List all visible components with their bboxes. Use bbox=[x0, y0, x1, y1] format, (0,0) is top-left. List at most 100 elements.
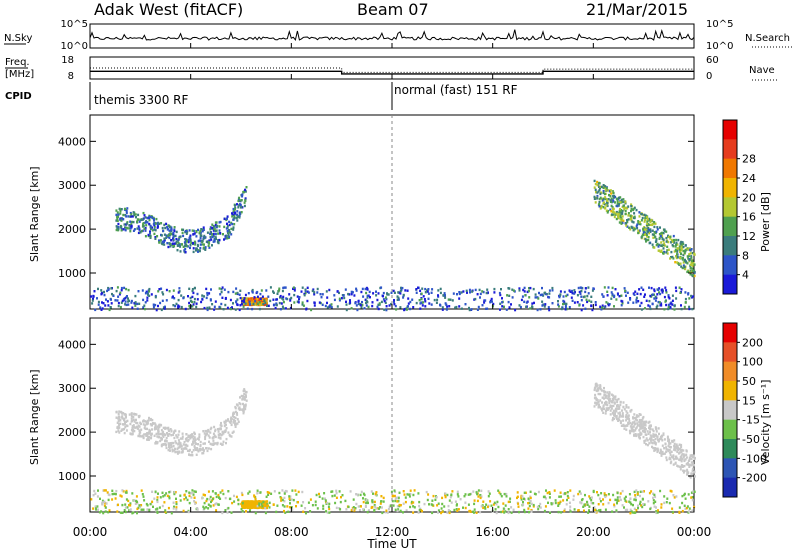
echo-cell bbox=[624, 212, 627, 216]
echo-cell bbox=[187, 510, 190, 514]
echo-cell bbox=[652, 236, 655, 239]
echo-cell bbox=[142, 495, 145, 498]
echo-cell bbox=[598, 509, 600, 512]
echo-cell bbox=[278, 301, 281, 305]
echo-cell bbox=[672, 458, 675, 461]
echo-cell bbox=[241, 510, 244, 513]
echo-cell bbox=[266, 504, 269, 507]
echo-cell bbox=[630, 503, 633, 506]
echo-cell bbox=[256, 297, 259, 301]
echo-cell bbox=[247, 292, 250, 295]
echo-cell bbox=[228, 220, 231, 224]
echo-cell bbox=[329, 304, 332, 307]
echo-cell bbox=[652, 492, 655, 495]
echo-cell bbox=[350, 307, 353, 310]
echo-cell bbox=[129, 508, 132, 511]
echo-cell bbox=[630, 217, 633, 221]
echo-cell bbox=[690, 294, 693, 298]
echo-cell bbox=[506, 294, 509, 297]
echo-cell bbox=[626, 415, 629, 418]
echo-cell bbox=[500, 510, 503, 514]
echo-cell bbox=[648, 217, 651, 221]
echo-cell bbox=[394, 499, 397, 503]
echo-cell bbox=[441, 502, 444, 506]
echo-cell bbox=[652, 439, 655, 442]
echo-cell bbox=[221, 430, 224, 434]
echo-cell bbox=[134, 304, 137, 307]
echo-cell bbox=[610, 291, 613, 294]
echo-cell bbox=[678, 510, 681, 514]
echo-cell bbox=[357, 505, 360, 508]
echo-cell bbox=[643, 490, 645, 493]
echo-cell bbox=[279, 294, 282, 298]
echo-cell bbox=[131, 220, 133, 224]
echo-cell bbox=[124, 426, 127, 429]
echo-cell bbox=[639, 427, 642, 430]
echo-cell bbox=[608, 395, 611, 398]
echo-cell bbox=[125, 424, 128, 427]
echo-cell bbox=[136, 511, 138, 515]
echo-cell bbox=[669, 257, 672, 260]
echo-cell bbox=[407, 297, 410, 300]
echo-cell bbox=[646, 430, 649, 433]
echo-cell bbox=[241, 206, 244, 209]
echo-cell bbox=[466, 291, 468, 294]
echo-cell bbox=[120, 301, 123, 304]
echo-cell bbox=[250, 506, 253, 509]
echo-cell bbox=[188, 287, 191, 290]
echo-cell bbox=[167, 434, 170, 437]
echo-cell bbox=[590, 300, 593, 303]
echo-cell bbox=[659, 448, 662, 451]
echo-cell bbox=[244, 302, 247, 305]
echo-cell bbox=[669, 307, 672, 310]
echo-cell bbox=[625, 406, 628, 409]
echo-cell bbox=[682, 264, 685, 267]
echo-cell bbox=[380, 286, 383, 289]
echo-cell bbox=[476, 308, 479, 311]
echo-cell bbox=[205, 447, 207, 450]
echo-cell bbox=[129, 432, 132, 435]
echo-cell bbox=[237, 502, 240, 506]
echo-cell bbox=[651, 428, 654, 431]
echo-cell bbox=[119, 218, 122, 221]
echo-cell bbox=[134, 213, 137, 216]
echo-cell bbox=[127, 215, 130, 218]
echo-cell bbox=[584, 287, 587, 290]
echo-cell bbox=[659, 435, 662, 439]
echo-cell bbox=[620, 294, 623, 297]
echo-cell bbox=[473, 502, 476, 506]
echo-cell bbox=[244, 188, 246, 192]
echo-cell bbox=[97, 303, 100, 306]
echo-cell bbox=[154, 423, 157, 426]
echo-cell bbox=[97, 300, 100, 304]
echo-cell bbox=[670, 250, 673, 254]
echo-cell bbox=[199, 447, 202, 451]
echo-cell bbox=[165, 440, 168, 443]
echo-cell bbox=[507, 500, 510, 504]
echo-cell bbox=[307, 501, 310, 504]
echo-cell bbox=[159, 239, 162, 242]
echo-cell bbox=[174, 440, 177, 443]
echo-cell bbox=[624, 209, 627, 213]
echo-cell bbox=[188, 301, 191, 305]
echo-cell bbox=[412, 493, 415, 497]
echo-cell bbox=[670, 490, 673, 493]
echo-cell bbox=[516, 496, 518, 500]
echo-cell bbox=[169, 490, 172, 493]
echo-cell bbox=[183, 440, 186, 444]
echo-cell bbox=[132, 424, 135, 427]
echo-cell bbox=[619, 420, 622, 423]
echo-cell bbox=[281, 289, 284, 293]
echo-cell bbox=[334, 501, 337, 505]
echo-cell bbox=[625, 410, 628, 413]
echo-cell bbox=[226, 306, 229, 310]
echo-cell bbox=[364, 298, 367, 301]
echo-cell bbox=[117, 225, 120, 229]
echo-cell bbox=[650, 490, 653, 493]
echo-cell bbox=[165, 288, 168, 292]
echo-cell bbox=[523, 497, 525, 500]
echo-cell bbox=[525, 305, 528, 308]
echo-cell bbox=[172, 235, 175, 238]
echo-cell bbox=[154, 442, 157, 445]
echo-cell bbox=[600, 204, 603, 208]
